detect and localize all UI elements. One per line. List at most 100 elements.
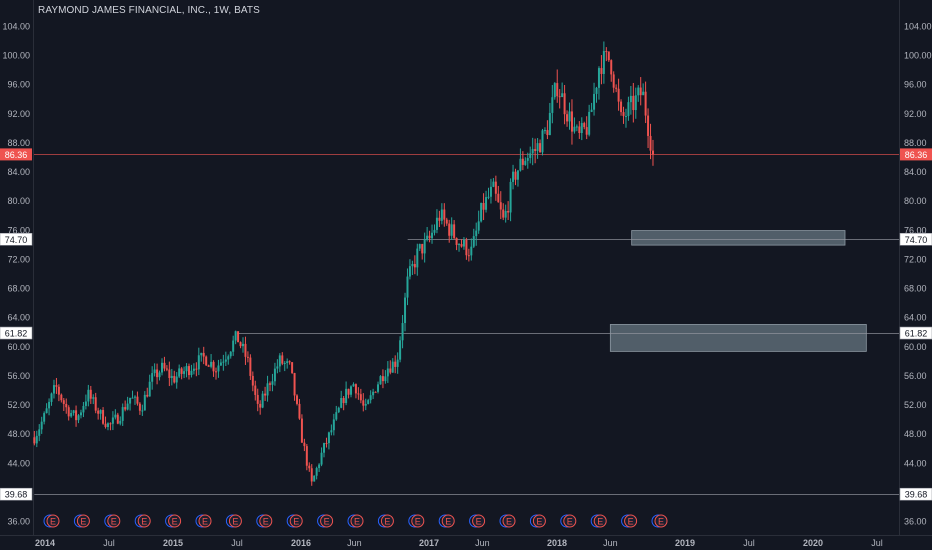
level-label-left: 39.68: [0, 487, 33, 501]
level-label-box: [899, 232, 932, 246]
candle-body: [183, 371, 186, 374]
y-tick-label: 104.00: [904, 22, 932, 32]
candle-body: [602, 51, 605, 74]
candle-body: [237, 331, 240, 343]
candle-body: [278, 355, 281, 367]
candle-body: [401, 323, 404, 341]
candle-body: [165, 368, 168, 370]
candle-body: [67, 407, 70, 417]
candle-body: [288, 361, 291, 363]
event-circle-icon: [46, 514, 60, 528]
event-label: E: [172, 517, 178, 527]
candle-body: [256, 394, 259, 404]
candle-body: [269, 383, 272, 385]
level-label-right: 61.82: [899, 326, 932, 340]
candle-body: [524, 160, 527, 165]
candle-body: [197, 355, 200, 370]
event-circle-icon: [441, 514, 455, 528]
event-label: E: [445, 517, 451, 527]
level-label-right: 74.70: [899, 232, 932, 246]
candle-body: [617, 88, 620, 102]
candle-body: [578, 126, 581, 133]
candle-body: [153, 369, 156, 374]
candle-body: [585, 127, 588, 135]
candle-body: [60, 394, 63, 401]
event-label: E: [354, 517, 360, 527]
y-tick-label: 88.00: [904, 138, 927, 148]
candle-body: [475, 230, 478, 237]
earnings-event-icon: E: [377, 514, 394, 528]
candle-body: [453, 224, 456, 238]
y-tick-label: 84.00: [904, 167, 927, 177]
candle-body: [597, 68, 600, 88]
event-circle-icon: [563, 514, 577, 528]
candle-body: [244, 343, 247, 357]
candle-body: [605, 51, 608, 53]
candle-body: [178, 368, 181, 377]
candle-body: [251, 375, 254, 386]
y-tick-label: 96.00: [7, 80, 30, 90]
y-tick-label: 52.00: [904, 400, 927, 410]
candle-body: [325, 443, 328, 445]
time-axis[interactable]: 2014 Jul 2015 Jul 2016 Jun 2017 Jun 2018 Jun 2019 J…: [35, 538, 883, 548]
candle-body: [443, 209, 446, 220]
candle-body: [234, 331, 237, 341]
candle-body: [647, 115, 650, 136]
candle-body: [448, 223, 451, 236]
candle-body: [494, 181, 497, 194]
event-label: E: [80, 517, 86, 527]
y-tick-label: 64.00: [904, 313, 927, 323]
candle-body: [607, 51, 610, 61]
level-label-text: 61.82: [5, 329, 28, 339]
candle-body: [293, 373, 296, 396]
candle-body: [497, 193, 500, 203]
candle-body: [190, 370, 193, 376]
earnings-event-icon: E: [529, 514, 546, 528]
candle-body: [411, 264, 414, 267]
candle-body: [38, 429, 41, 436]
candle-body: [502, 209, 505, 218]
x-tick-label: 2020: [803, 538, 823, 548]
candle-body: [222, 361, 225, 363]
candle-body: [526, 158, 529, 161]
candle-body: [615, 87, 618, 89]
y-tick-label: 48.00: [904, 429, 927, 439]
candle-body: [634, 95, 637, 111]
event-label: E: [628, 517, 634, 527]
candle-body: [212, 361, 215, 372]
candle-body: [561, 93, 564, 98]
candle-body: [175, 376, 178, 383]
event-label: E: [536, 517, 542, 527]
right-price-axis[interactable]: 36.0040.0044.0048.0052.0056.0060.0064.00…: [904, 22, 932, 527]
earnings-event-icon: E: [438, 514, 455, 528]
candle-body: [541, 130, 544, 153]
y-tick-label: 36.00: [7, 517, 30, 527]
candle-body: [296, 395, 299, 404]
candle-body: [310, 468, 313, 482]
candle-body: [116, 414, 119, 424]
candle-body: [595, 87, 598, 94]
earnings-event-icon: E: [651, 514, 668, 528]
event-circle-icon: [472, 514, 486, 528]
candle-body: [158, 372, 161, 378]
candle-body: [394, 361, 397, 367]
candle-body: [246, 356, 249, 358]
candle-body: [651, 150, 654, 155]
candle-body: [413, 264, 416, 268]
candle-body: [396, 359, 399, 367]
candle-body: [649, 135, 652, 151]
candle-body: [124, 407, 127, 410]
x-tick-label: Jun: [603, 538, 618, 548]
candle-body: [303, 442, 306, 447]
candle-body: [320, 452, 323, 465]
event-circle-icon: [411, 514, 425, 528]
candle-body: [624, 116, 627, 118]
candle-body: [151, 373, 154, 382]
earnings-event-icon: E: [225, 514, 242, 528]
candle-body: [163, 362, 166, 369]
candle-body: [214, 371, 217, 373]
left-price-axis[interactable]: 36.0040.0044.0048.0052.0056.0060.0064.00…: [2, 22, 30, 527]
